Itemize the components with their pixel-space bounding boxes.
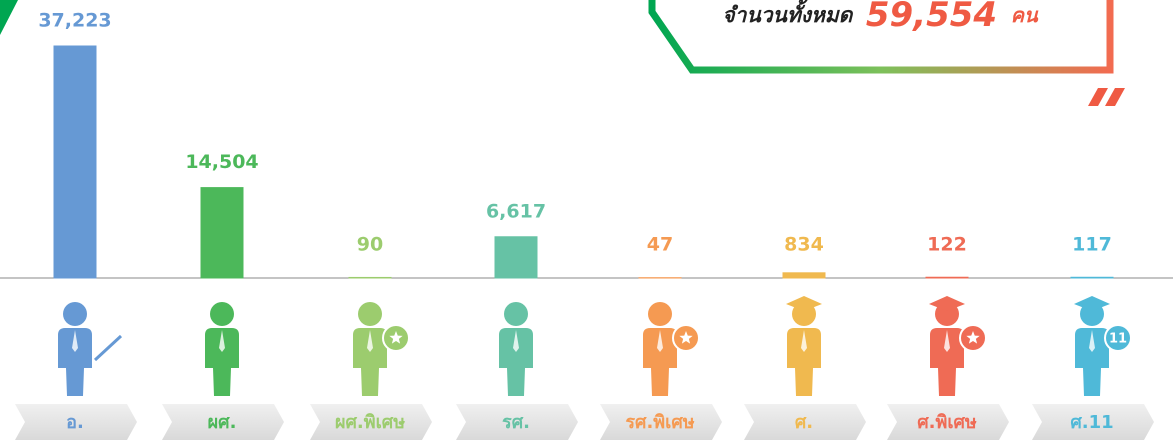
icon-head <box>358 302 382 326</box>
category-label: รศ.พิเศษ <box>625 412 694 433</box>
value-label: 122 <box>927 234 967 256</box>
icon-tie <box>513 330 519 352</box>
value-label: 37,223 <box>38 10 111 32</box>
category-label: ศ.11 <box>1070 412 1113 433</box>
value-label: 47 <box>647 234 673 256</box>
icon-head <box>210 302 234 326</box>
bar <box>200 187 244 279</box>
icon-body <box>205 328 239 396</box>
category-label: ศ.พิเศษ <box>917 412 977 433</box>
category-chevron <box>1032 404 1154 440</box>
total-box <box>648 0 1114 74</box>
value-label: 117 <box>1072 234 1112 256</box>
icon-body <box>643 328 677 396</box>
total-unit: คน <box>1011 3 1039 27</box>
icon-body <box>499 328 533 396</box>
bar <box>494 236 538 279</box>
value-label: 6,617 <box>486 200 546 222</box>
icon-body <box>787 328 821 396</box>
icon-head <box>63 302 87 326</box>
category-label: รศ. <box>502 412 530 433</box>
icon-tie <box>219 330 225 352</box>
icon-tie <box>801 330 807 352</box>
icon-tie <box>944 330 950 352</box>
value-label: 834 <box>784 234 824 256</box>
icon-star <box>389 331 403 344</box>
slash-decoration <box>1088 88 1108 106</box>
icon-cap <box>929 296 965 311</box>
icon-head <box>504 302 528 326</box>
category-label: ผศ. <box>208 412 237 433</box>
icon-star <box>679 331 693 344</box>
value-label: 90 <box>357 234 383 256</box>
category-chevron <box>162 404 284 440</box>
icon-tie <box>657 330 663 352</box>
icon-head <box>648 302 672 326</box>
bar <box>925 276 969 279</box>
category-label: อ. <box>66 412 84 433</box>
icon-body <box>930 328 964 396</box>
icon-star <box>966 331 980 344</box>
slash-decoration <box>1105 88 1125 106</box>
icon-body <box>1075 328 1109 396</box>
category-chevron <box>744 404 866 440</box>
icon-tie <box>1089 330 1095 352</box>
bar <box>53 45 97 279</box>
icon-cap <box>786 296 822 311</box>
total-label: จำนวนทั้งหมด <box>722 0 853 27</box>
total-value: 59,554 <box>866 0 997 35</box>
category-chevron <box>15 404 137 440</box>
category-chevron <box>600 404 722 440</box>
value-label: 14,504 <box>185 151 258 173</box>
bar <box>782 272 826 279</box>
bar <box>348 276 392 279</box>
icon-tie <box>367 330 373 352</box>
icon-cap <box>1074 296 1110 311</box>
icon-tie <box>72 330 78 352</box>
icon-badge-text: 11 <box>1109 332 1127 347</box>
corner-decoration <box>0 0 18 35</box>
category-label: ศ. <box>795 412 813 433</box>
icon-body <box>353 328 387 396</box>
category-label: ผศ.พิเศษ <box>335 412 405 433</box>
total-text: จำนวนทั้งหมด 59,554 คน <box>722 0 1039 35</box>
category-chevron <box>456 404 578 440</box>
category-chevron <box>887 404 1009 440</box>
icon-body <box>58 328 92 396</box>
bar <box>1070 276 1114 279</box>
category-chevron <box>310 404 432 440</box>
icon-pointer <box>93 334 123 362</box>
icon-badge <box>1104 324 1132 352</box>
